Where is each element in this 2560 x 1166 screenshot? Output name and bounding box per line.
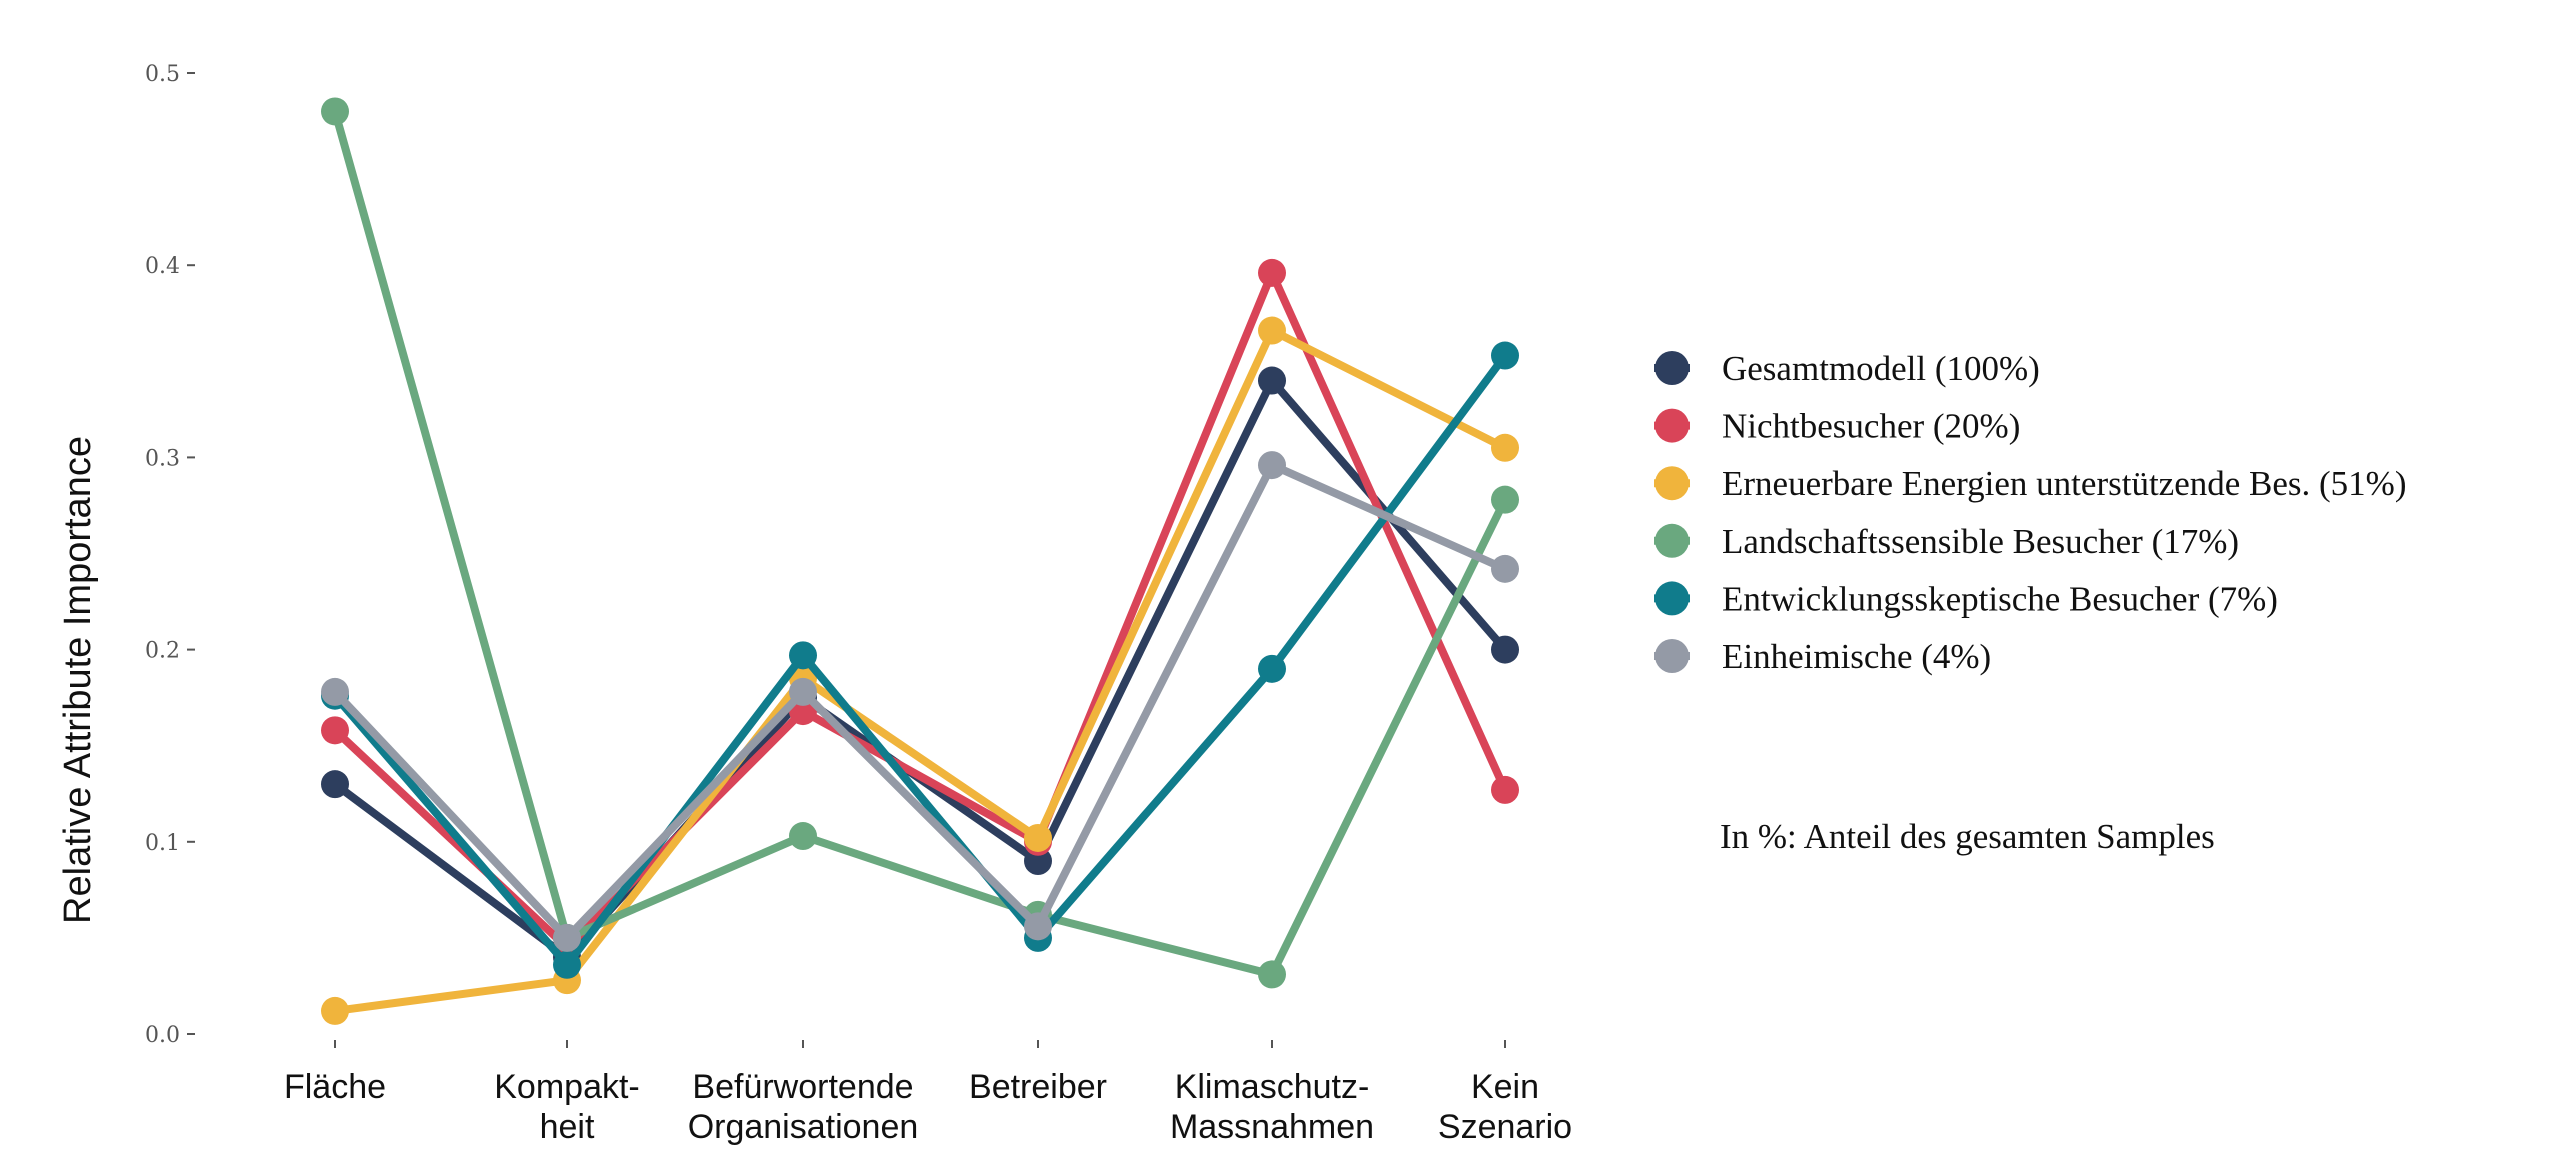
legend-marker	[1655, 581, 1689, 616]
series-line	[331, 461, 1509, 942]
legend-item: Nichtbesucher (20%)	[1654, 407, 2020, 446]
y-tick-label: 0.5	[145, 62, 180, 87]
data-point	[1258, 258, 1286, 287]
data-point	[1491, 775, 1519, 804]
x-tick-label-line: Betreiber	[969, 1068, 1107, 1106]
x-tick-label: Klimaschutz-Massnahmen	[1170, 1068, 1374, 1146]
x-tick-label-line: Kein	[1471, 1068, 1539, 1106]
data-point	[1258, 316, 1286, 345]
legend-label: Entwicklungsskeptische Besucher (7%)	[1722, 579, 2278, 618]
data-point	[321, 97, 349, 126]
series-line	[331, 107, 1509, 979]
series-group	[321, 97, 1519, 989]
y-tick-label: 0.3	[145, 446, 180, 471]
data-point	[1024, 823, 1052, 852]
x-tick-label-line: Organisationen	[688, 1108, 919, 1146]
x-tick-label: Kompakt-heit	[494, 1068, 640, 1146]
data-point	[321, 716, 349, 745]
data-point	[553, 950, 581, 979]
series-line	[331, 351, 1509, 969]
y-tick-label: 0.4	[145, 254, 180, 279]
data-point	[1258, 960, 1286, 989]
legend-label: Erneuerbare Energien unterstützende Bes.…	[1722, 464, 2406, 503]
sample-share-note: In %: Anteil des gesamten Samples	[1720, 817, 2215, 856]
legend: Gesamtmodell (100%) Nichtbesucher (20%) Er…	[1654, 349, 2406, 676]
data-point	[1258, 451, 1286, 480]
data-point	[1491, 341, 1519, 370]
data-point	[1024, 912, 1052, 941]
legend-marker	[1655, 639, 1689, 673]
data-point	[1258, 366, 1286, 395]
data-point	[1491, 554, 1519, 583]
data-point	[321, 996, 349, 1025]
data-point	[1258, 654, 1286, 683]
x-tick-label-line: Befürwortende	[692, 1068, 913, 1106]
series-group	[321, 451, 1519, 952]
x-tick-label-line: Massnahmen	[1170, 1108, 1374, 1146]
series-group	[321, 316, 1519, 1025]
series-line	[331, 376, 1509, 962]
x-tick-label: Befürwortende Organisationen	[688, 1068, 919, 1146]
legend-label: Gesamtmodell (100%)	[1722, 349, 2040, 388]
data-point	[1024, 847, 1052, 876]
x-tick-label-line: Kompakt-	[494, 1068, 640, 1106]
y-axis-title: Relative Attribute Importance	[57, 436, 99, 924]
x-tick-label: Fläche	[284, 1068, 386, 1106]
series-group	[321, 341, 1519, 979]
x-axis: Fläche Kompakt-heit Befürwortende Organisat…	[284, 1040, 1572, 1146]
x-tick-label: Betreiber	[969, 1068, 1107, 1106]
data-point	[789, 641, 817, 670]
legend-item: Erneuerbare Energien unterstützende Bes.…	[1654, 464, 2406, 503]
legend-item: Gesamtmodell (100%)	[1654, 349, 2040, 388]
data-point	[321, 770, 349, 799]
x-tick-label-line: Szenario	[1438, 1108, 1572, 1146]
legend-label: Nichtbesucher (20%)	[1722, 407, 2020, 446]
data-point	[553, 923, 581, 952]
y-tick-label: 0.1	[145, 831, 180, 856]
data-point	[789, 822, 817, 851]
legend-item: Einheimische (4%)	[1654, 637, 1991, 676]
series-layer	[321, 97, 1519, 1025]
y-tick-label: 0.2	[145, 639, 180, 664]
series-line	[331, 268, 1509, 952]
legend-label: Landschaftssensible Besucher (17%)	[1722, 522, 2239, 561]
y-tick-label: 0.0	[145, 1023, 180, 1048]
legend-marker	[1655, 466, 1689, 501]
data-point	[1491, 635, 1519, 664]
data-point	[1491, 433, 1519, 462]
legend-item: Entwicklungsskeptische Besucher (7%)	[1654, 579, 2278, 618]
data-point	[789, 677, 817, 706]
x-tick-label-line: Fläche	[284, 1068, 386, 1106]
x-tick-label: Kein Szenario	[1438, 1068, 1572, 1146]
legend-marker	[1655, 408, 1689, 443]
data-point	[321, 677, 349, 706]
legend-marker	[1655, 351, 1689, 385]
x-tick-label-line: heit	[540, 1108, 595, 1146]
legend-marker	[1655, 523, 1689, 558]
legend-label: Einheimische (4%)	[1722, 637, 1991, 676]
legend-item: Landschaftssensible Besucher (17%)	[1654, 522, 2239, 561]
x-tick-label-line: Klimaschutz-	[1175, 1068, 1370, 1106]
data-point	[1491, 485, 1519, 514]
y-axis: 0.0 0.1 0.2 0.3 0.4 0.5	[145, 62, 195, 1048]
series-line	[331, 326, 1509, 1015]
